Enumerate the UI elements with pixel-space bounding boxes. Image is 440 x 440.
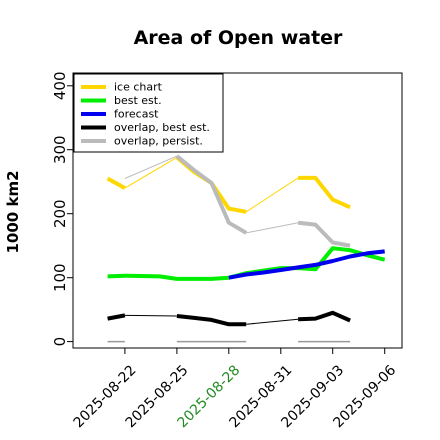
- gap-connector-3: [124, 314, 177, 317]
- gap-connector-lines: [124, 155, 299, 325]
- series-line-4-seg-2: [297, 220, 351, 248]
- gap-connector-0: [124, 156, 178, 189]
- series-line-0-seg-2: [298, 175, 351, 210]
- y-tick-label: 200: [51, 199, 69, 228]
- gap-connector-4: [246, 222, 299, 234]
- series-line-4-seg-1: [175, 154, 248, 235]
- gap-connector-0: [245, 177, 299, 213]
- y-tick-label: 100: [51, 263, 69, 292]
- y-axis-label: 1000 km2: [4, 170, 22, 253]
- legend-label: ice chart: [114, 81, 163, 94]
- legend-label: forecast: [114, 108, 159, 121]
- series-line-0-seg-0: [106, 176, 126, 190]
- plot-frame: [72, 72, 403, 349]
- x-axis-ticks: 2025-08-222025-08-252025-08-282025-08-31…: [71, 348, 399, 431]
- y-tick-label: 0: [51, 337, 69, 347]
- series-line-3-seg-1: [176, 314, 247, 327]
- series-line-3-seg-0: [107, 313, 126, 321]
- gap-connector-3: [246, 318, 299, 325]
- y-tick-label: 400: [51, 71, 69, 100]
- y-tick-label: 300: [51, 135, 69, 164]
- series-lines: [106, 154, 386, 327]
- gap-connector-4: [124, 155, 178, 179]
- series-line-2-seg-0: [228, 249, 385, 280]
- legend-label: overlap, persist.: [114, 135, 203, 148]
- y-axis-ticks: 0 100 200 300 400: [51, 71, 73, 346]
- chart-title: Area of Open water: [134, 27, 343, 49]
- legend-label: overlap, best est.: [114, 121, 210, 134]
- series-line-3-seg-2: [298, 310, 351, 323]
- legend-label: best est.: [114, 94, 162, 107]
